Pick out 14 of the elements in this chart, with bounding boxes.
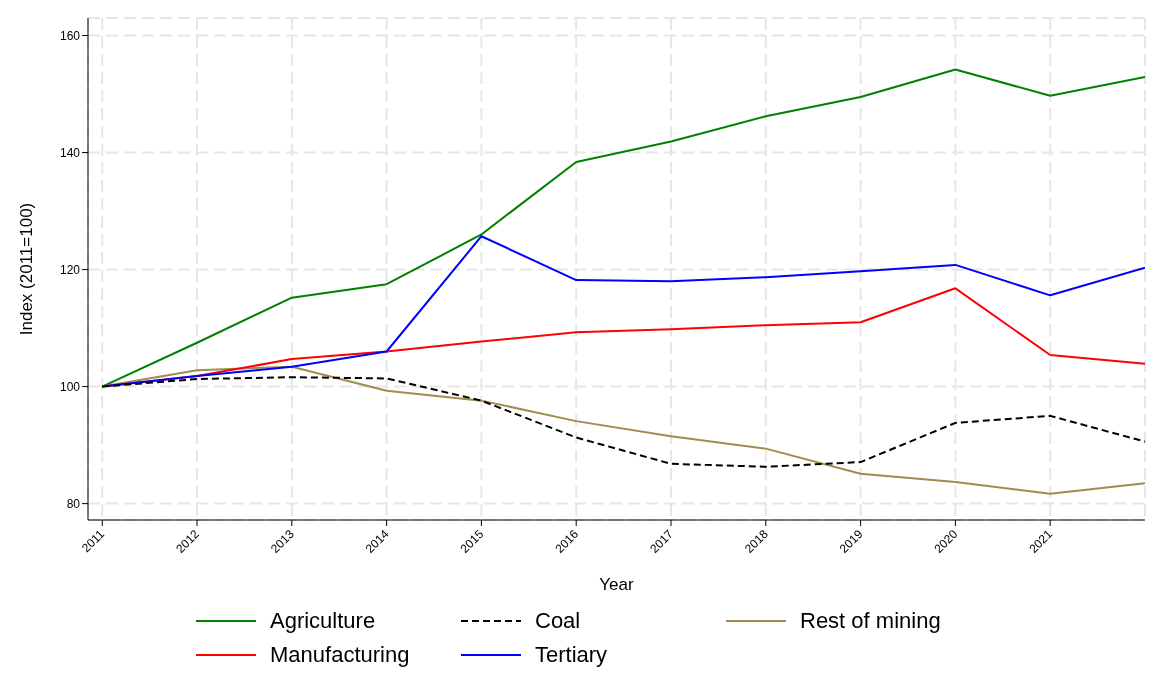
legend-label: Coal — [535, 608, 581, 634]
line-series — [101, 68, 1145, 388]
y-tick-label: 80 — [66, 496, 81, 511]
legend-label: Manufacturing — [270, 642, 410, 668]
y-axis-title: Index (2011=100) — [17, 202, 37, 336]
y-tick-label: 120 — [59, 262, 81, 277]
legend-label: Rest of mining — [800, 608, 941, 634]
line-series — [101, 376, 1145, 468]
y-tick-label: 160 — [59, 28, 81, 43]
y-tick-label: 100 — [59, 379, 81, 394]
legend-label: Tertiary — [535, 642, 608, 668]
x-axis-title: Year — [599, 575, 635, 594]
y-tick-label: 140 — [59, 145, 81, 160]
legend-label: Agriculture — [270, 608, 376, 634]
